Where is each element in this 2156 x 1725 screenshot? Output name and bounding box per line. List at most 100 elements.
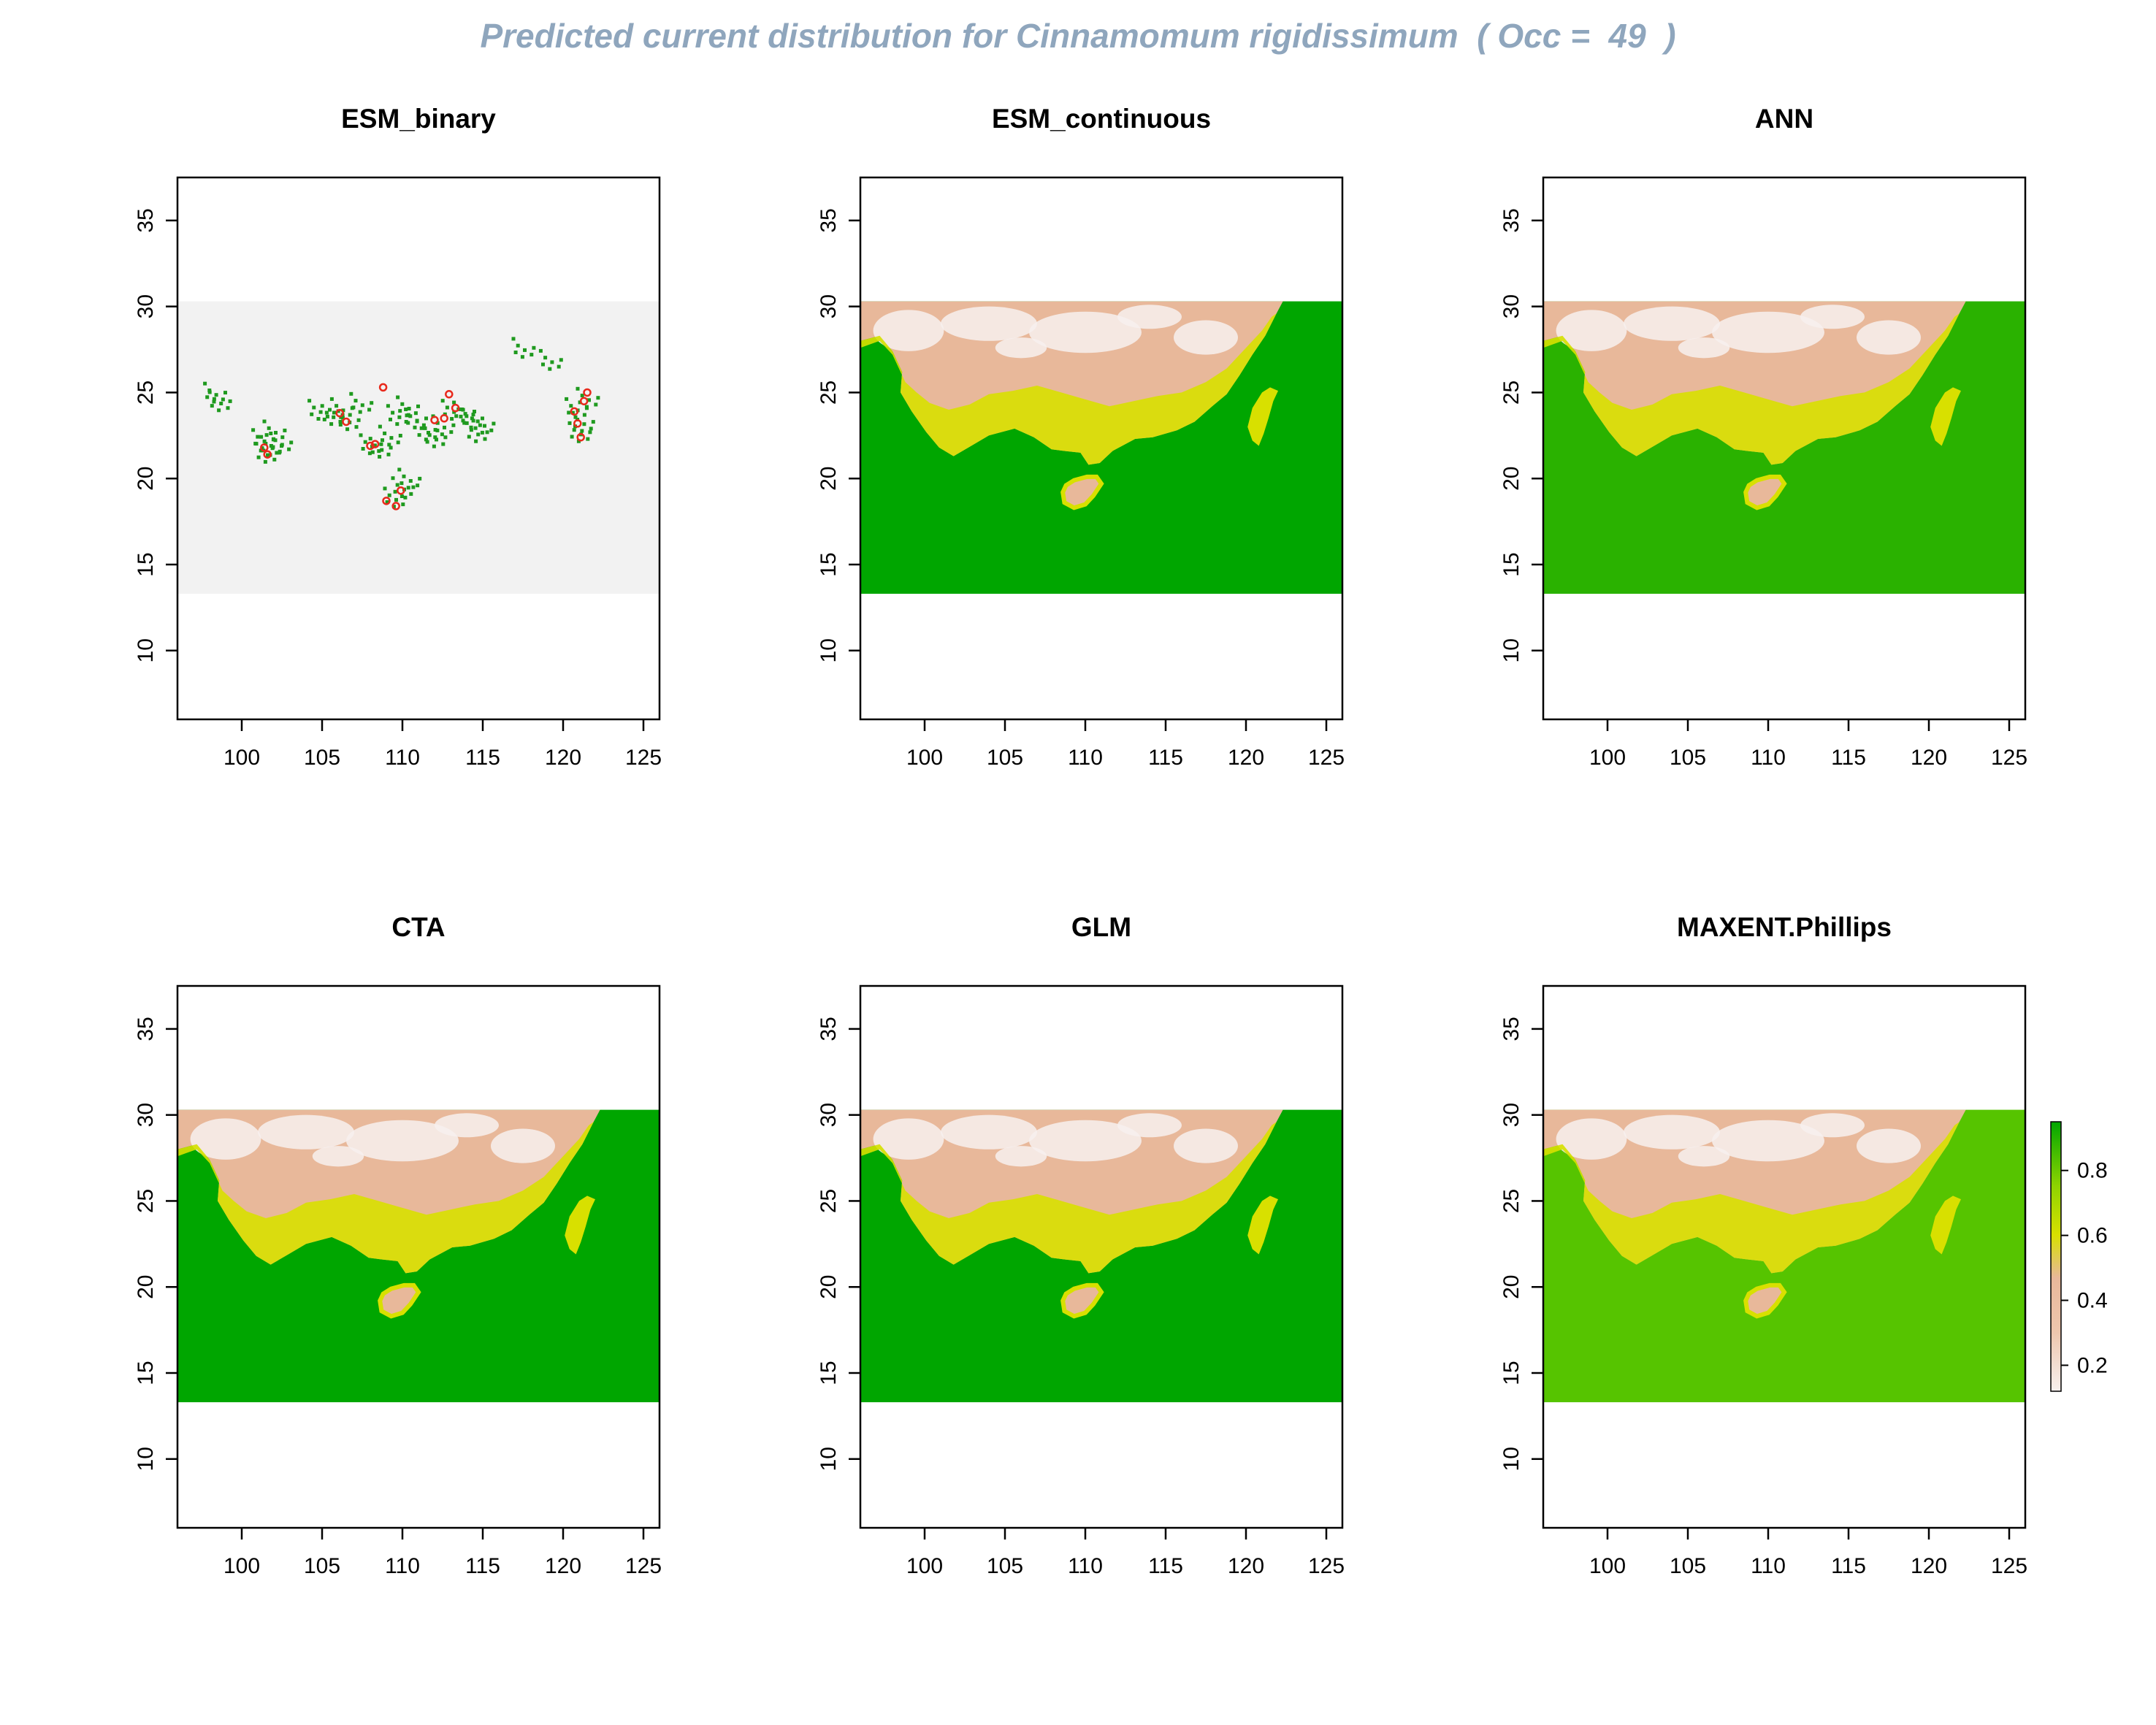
- presence-cell: [408, 414, 413, 418]
- x-tick-label: 110: [1751, 1554, 1786, 1578]
- presence-cell: [386, 452, 391, 456]
- low-suitability-patch: [346, 1120, 459, 1162]
- presence-cell: [210, 404, 214, 408]
- presence-cell: [348, 413, 352, 417]
- presence-cell: [391, 505, 396, 509]
- presence-cell: [267, 426, 271, 430]
- x-tick-label: 125: [1308, 1554, 1345, 1578]
- presence-cell: [408, 479, 413, 483]
- occurrence-point: [451, 403, 460, 413]
- x-tick-label: 125: [625, 1554, 662, 1578]
- presence-cell: [483, 424, 486, 428]
- presence-cell: [395, 483, 400, 487]
- presence-cell: [358, 410, 362, 414]
- presence-cell: [532, 345, 536, 350]
- presence-cell: [389, 445, 393, 450]
- hainan-outline: [1060, 474, 1104, 510]
- hainan-outline: [1743, 1282, 1787, 1319]
- presence-cell: [511, 337, 516, 341]
- presence-cell: [475, 419, 480, 424]
- x-tick-label: 115: [465, 746, 500, 770]
- x-tick-label: 120: [545, 1554, 581, 1578]
- x-tick-label: 110: [385, 746, 420, 770]
- presence-cell: [328, 408, 332, 412]
- hainan-island: [1746, 1285, 1784, 1317]
- presence-cell: [418, 476, 422, 481]
- presence-cell: [489, 428, 494, 432]
- panel-glm: GLM 100 105 110 115 120 125 10 15 20 25 30 35: [817, 912, 1345, 1578]
- occurrence-point: [370, 440, 380, 448]
- presence-cell: [580, 394, 584, 398]
- presence-cell: [530, 353, 534, 357]
- presence-cell: [341, 408, 345, 413]
- presence-cell: [361, 447, 365, 451]
- presence-cell: [345, 427, 350, 432]
- presence-cell: [289, 440, 294, 445]
- presence-cell: [407, 407, 411, 410]
- presence-cell: [427, 433, 432, 437]
- occurrence-point: [570, 407, 579, 416]
- y-tick-label: 20: [1499, 1275, 1524, 1299]
- presence-cell: [354, 425, 359, 429]
- presence-cell: [483, 437, 487, 441]
- presence-cell: [275, 451, 279, 455]
- presence-cell: [478, 423, 482, 427]
- hainan-island: [380, 1285, 418, 1317]
- presence-cell: [480, 430, 484, 435]
- presence-cell: [264, 433, 269, 437]
- plot-area: [177, 1109, 660, 1403]
- presence-cell: [310, 412, 314, 416]
- presence-cell: [360, 403, 364, 408]
- presence-cell: [492, 421, 496, 426]
- figure-title: Predicted current distribution for Cinna…: [480, 17, 1676, 55]
- presence-cell: [469, 425, 473, 429]
- presence-cell: [404, 408, 408, 411]
- presence-cell: [389, 436, 394, 440]
- presence-cell: [445, 405, 449, 410]
- plot-frame: [1542, 984, 2027, 1529]
- presence-cell: [424, 416, 428, 421]
- y-tick-label: 10: [817, 1447, 841, 1471]
- presence-cell: [588, 430, 592, 435]
- presence-cell: [221, 397, 225, 402]
- presence-cell: [470, 416, 474, 421]
- presence-cell: [419, 426, 424, 430]
- hainan-island: [1746, 476, 1784, 508]
- y-tick-label: 10: [1499, 1447, 1524, 1471]
- presence-cell: [409, 492, 413, 496]
- presence-cell: [340, 416, 345, 420]
- presence-cell: [459, 414, 463, 418]
- presence-cell: [567, 410, 571, 415]
- presence-cell: [573, 415, 578, 419]
- presence-cell: [451, 423, 456, 427]
- presence-cell: [316, 417, 321, 421]
- taiwan-island: [565, 1196, 595, 1255]
- presence-cell: [271, 437, 275, 442]
- low-suitability-patch: [491, 1128, 555, 1163]
- presence-cell: [335, 404, 339, 408]
- low-suitability-patch: [1556, 310, 1627, 351]
- y-tick-label: 20: [817, 1275, 841, 1299]
- presence-cell: [541, 362, 545, 367]
- presence-cell: [550, 360, 554, 364]
- plot-frame: [176, 984, 661, 1529]
- presence-cell: [378, 454, 382, 459]
- presence-cell: [383, 431, 387, 435]
- y-tick-label: 30: [1499, 294, 1524, 318]
- hainan-outline: [1060, 1282, 1104, 1319]
- presence-cell: [462, 421, 467, 425]
- presence-cell: [578, 400, 582, 405]
- presence-cell: [324, 410, 329, 415]
- panel-title: GLM: [1071, 912, 1131, 942]
- x-tick-label: 115: [1831, 1554, 1866, 1578]
- presence-cell: [367, 451, 372, 456]
- coastal-transition-band: [860, 1122, 1277, 1274]
- low-suitability-patch: [1857, 1128, 1921, 1163]
- plot-frame: [859, 176, 1344, 721]
- presence-cell: [254, 442, 259, 446]
- presence-cell: [318, 410, 323, 414]
- presence-cell: [280, 435, 285, 440]
- presence-cell: [280, 443, 284, 447]
- presence-cell: [349, 391, 353, 396]
- presence-cell: [567, 421, 572, 425]
